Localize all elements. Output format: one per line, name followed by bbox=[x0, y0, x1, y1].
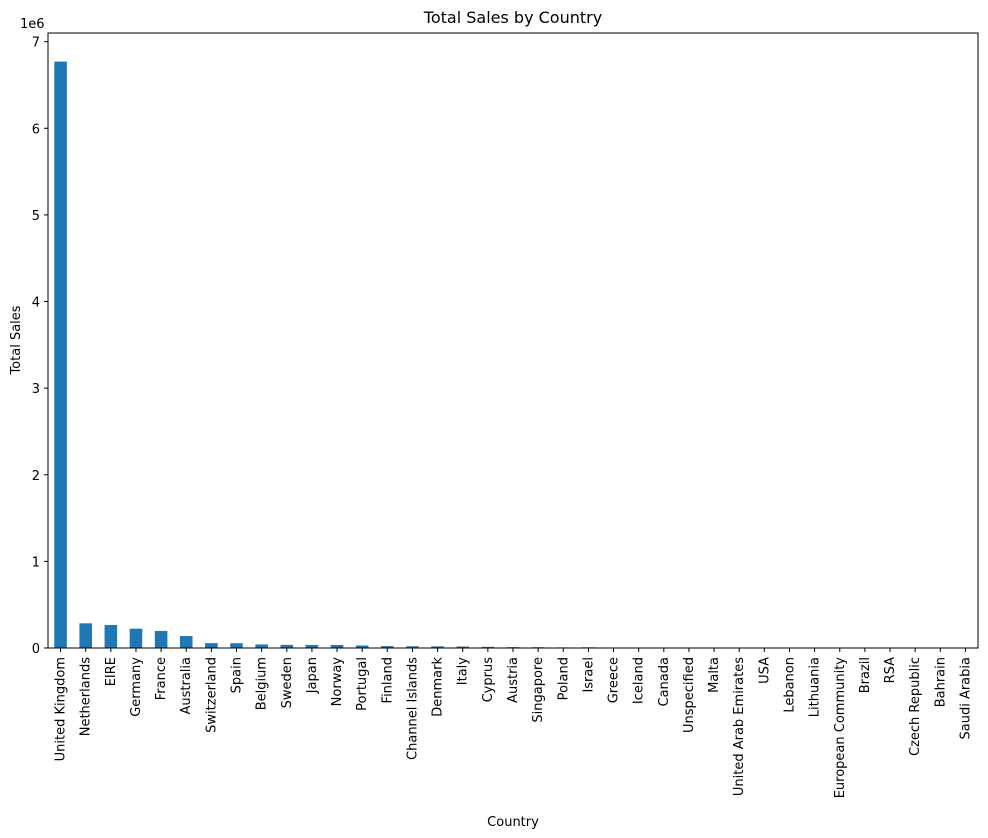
x-tick-label: Denmark bbox=[431, 657, 446, 717]
bar-channel-islands bbox=[406, 646, 419, 648]
x-tick-label: Italy bbox=[456, 657, 471, 686]
x-tick-label: Unspecified bbox=[682, 657, 697, 733]
bar-italy bbox=[456, 646, 470, 648]
bar-japan bbox=[305, 644, 319, 648]
bar-spain bbox=[230, 643, 243, 648]
x-ticks-group: United Kingdom Netherlands EIRE Germany Fran… bbox=[54, 648, 973, 799]
bar-denmark bbox=[431, 646, 444, 648]
x-tick-label: Malta bbox=[707, 657, 722, 693]
y-ticks-group: 0 1 2 3 4 5 6 7 bbox=[32, 36, 48, 657]
x-tick-label: France bbox=[154, 657, 169, 700]
bar-norway bbox=[330, 644, 344, 648]
x-tick-label: Austria bbox=[506, 657, 521, 703]
x-tick-label: Czech Republic bbox=[908, 657, 923, 756]
x-tick-label: Saudi Arabia bbox=[958, 657, 973, 740]
x-tick-label: Poland bbox=[556, 657, 571, 700]
x-tick-label: Sweden bbox=[280, 657, 295, 708]
y-axis-label: Total Sales bbox=[9, 305, 24, 375]
bar-belgium bbox=[255, 644, 268, 648]
x-tick-label: Lithuania bbox=[808, 657, 823, 717]
x-tick-label: European Community bbox=[833, 657, 848, 799]
x-tick-label: Belgium bbox=[255, 657, 270, 710]
bar-united-kingdom bbox=[54, 61, 67, 648]
x-tick-label: Singapore bbox=[531, 657, 546, 723]
x-tick-label: United Arab Emirates bbox=[732, 657, 747, 796]
x-tick-label: Iceland bbox=[632, 657, 647, 704]
y-tick-label: 1 bbox=[32, 555, 40, 570]
chart-title: Total Sales by Country bbox=[423, 8, 602, 27]
x-tick-label: Greece bbox=[607, 657, 622, 703]
bar-switzerland bbox=[205, 643, 218, 648]
x-tick-label: Canada bbox=[657, 657, 672, 706]
x-tick-label: United Kingdom bbox=[54, 657, 69, 761]
x-tick-label: RSA bbox=[883, 657, 898, 684]
y-tick-label: 4 bbox=[32, 296, 40, 311]
x-tick-label: Finland bbox=[380, 657, 395, 703]
bar-germany bbox=[129, 628, 143, 648]
x-tick-label: USA bbox=[757, 657, 772, 684]
y-tick-label: 7 bbox=[32, 36, 40, 51]
x-tick-label: Brazil bbox=[858, 657, 873, 693]
x-tick-label: Norway bbox=[330, 657, 345, 707]
x-tick-label: Netherlands bbox=[79, 657, 94, 736]
y-tick-label: 0 bbox=[32, 642, 40, 657]
x-tick-label: Cyprus bbox=[481, 657, 496, 703]
x-tick-label: Portugal bbox=[355, 657, 370, 711]
x-tick-label: Israel bbox=[581, 657, 596, 693]
x-tick-label: EIRE bbox=[104, 657, 119, 686]
y-tick-label: 2 bbox=[32, 469, 40, 484]
bar-netherlands bbox=[79, 623, 92, 648]
x-tick-label: Australia bbox=[179, 657, 194, 715]
bars-group bbox=[54, 61, 972, 648]
bar-australia bbox=[179, 636, 193, 648]
x-axis-label: Country bbox=[487, 815, 539, 830]
bar-portugal bbox=[355, 645, 369, 648]
y-tick-label: 5 bbox=[32, 209, 40, 224]
x-tick-label: Spain bbox=[230, 657, 245, 693]
bar-sweden bbox=[280, 644, 294, 648]
y-tick-label: 6 bbox=[32, 122, 40, 137]
bar-eire bbox=[104, 625, 118, 648]
x-tick-label: Channel Islands bbox=[405, 657, 420, 760]
plot-frame bbox=[47, 32, 979, 649]
x-tick-label: Germany bbox=[129, 657, 144, 717]
x-tick-label: Japan bbox=[305, 657, 320, 694]
x-tick-label: Bahrain bbox=[933, 657, 948, 707]
bar-france bbox=[154, 630, 168, 648]
y-offset-label: 1e6 bbox=[20, 17, 45, 32]
bar-cyprus bbox=[481, 646, 495, 648]
bar-finland bbox=[381, 646, 394, 648]
y-tick-label: 3 bbox=[32, 382, 40, 397]
x-tick-label: Switzerland bbox=[204, 657, 219, 733]
x-tick-label: Lebanon bbox=[782, 657, 797, 713]
